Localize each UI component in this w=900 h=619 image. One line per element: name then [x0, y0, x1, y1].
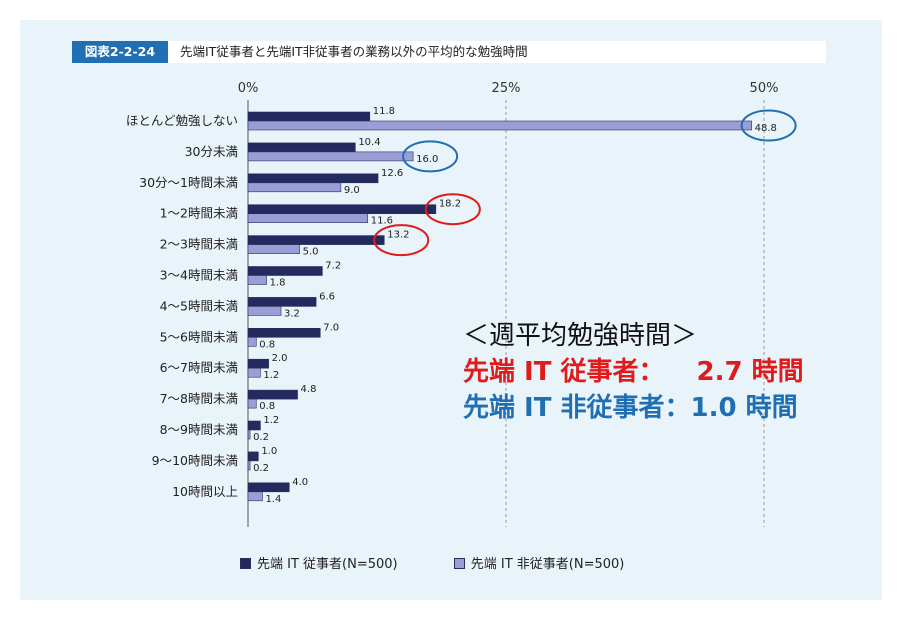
bar-non-it	[247, 429, 251, 440]
callout-nonit-value: 1.0 時間	[690, 393, 798, 423]
value-label-non-it: 1.4	[265, 494, 281, 505]
category-label: ほとんど勉強しない	[126, 113, 238, 128]
bar-non-it	[247, 213, 369, 223]
bar-non-it	[247, 182, 342, 193]
value-label-non-it: 0.2	[253, 463, 269, 474]
value-label-non-it: 0.8	[259, 401, 275, 412]
legend-item-non-it: 先端 IT 非従事者(N=500)	[453, 553, 625, 572]
category-label: 6～7時間未満	[160, 360, 238, 375]
category-label: 3～4時間未満	[160, 268, 238, 283]
bar-it	[247, 482, 290, 493]
category-label: 5～6時間未満	[160, 329, 238, 344]
value-label-it: 4.0	[292, 477, 308, 488]
category-label: 9～10時間未満	[152, 453, 238, 468]
bar-non-it	[247, 275, 267, 285]
callout-title: ＜週平均勉強時間＞	[463, 321, 698, 351]
highlight-circle-blue	[402, 140, 459, 173]
figure-panel	[20, 20, 882, 600]
figure-number: 図表2-2-24	[72, 41, 168, 63]
chart-legend: 先端 IT 従事者(N=500) 先端 IT 非従事者(N=500)	[240, 553, 676, 572]
bar-non-it	[247, 306, 282, 316]
value-label-it: 7.2	[325, 261, 341, 272]
callout-it-value: 2.7 時間	[696, 357, 804, 387]
value-label-non-it: 9.0	[344, 185, 360, 196]
value-label-it: 1.2	[263, 415, 279, 426]
x-tick-label-25: 25%	[492, 81, 521, 96]
highlight-circle-red	[424, 193, 481, 226]
figure-title-bar: 図表2-2-24 先端IT従事者と先端IT非従事者の業務以外の平均的な勉強時間	[72, 41, 826, 63]
bar-it	[247, 142, 356, 153]
category-label: 1～2時間未満	[160, 206, 238, 221]
value-label-non-it: 11.6	[371, 216, 393, 227]
value-label-non-it: 48.8	[755, 123, 777, 134]
value-label-it: 1.0	[261, 446, 277, 457]
value-label-it: 11.8	[373, 106, 395, 117]
callout-nonit-label: 先端 IT 非従事者：	[463, 393, 691, 423]
bar-non-it	[247, 244, 300, 254]
bar-non-it	[247, 460, 251, 471]
legend-label-it: 先端 IT 従事者(N=500)	[257, 557, 398, 572]
legend-item-it: 先端 IT 従事者(N=500)	[240, 553, 398, 572]
category-label: 10時間以上	[172, 484, 238, 499]
bar-non-it	[247, 336, 257, 347]
category-label: 2～3時間未満	[160, 237, 238, 252]
value-label-non-it: 3.2	[284, 308, 300, 319]
value-label-it: 10.4	[358, 137, 380, 148]
category-label: 30分～1時間未満	[139, 175, 238, 190]
bar-non-it	[247, 367, 261, 378]
value-label-it: 12.6	[381, 168, 403, 179]
value-label-it: 18.2	[439, 199, 461, 210]
category-label: 30分未満	[185, 144, 238, 159]
weekly-study-callout: ＜週平均勉強時間＞ 先端 IT 従事者： 2.7 時間 先端 IT 非従事者：1.…	[463, 318, 863, 426]
bar-it	[247, 173, 379, 184]
bar-it	[247, 235, 385, 245]
bar-non-it	[247, 120, 752, 131]
callout-it-label: 先端 IT 従事者：	[463, 357, 665, 387]
value-label-non-it: 1.2	[263, 370, 279, 381]
bar-it	[247, 389, 298, 400]
value-label-it: 6.6	[319, 291, 335, 302]
value-label-it: 13.2	[387, 230, 409, 241]
category-label: 4～5時間未満	[160, 298, 238, 313]
bar-it	[247, 451, 259, 462]
value-label-non-it: 5.0	[303, 247, 319, 258]
value-label-it: 2.0	[272, 353, 288, 364]
bar-non-it	[247, 151, 414, 162]
value-label-non-it: 1.8	[270, 278, 286, 289]
category-label: 7～8時間未満	[160, 391, 238, 406]
callout-it-line: 先端 IT 従事者： 2.7 時間	[463, 354, 863, 390]
bar-it	[247, 111, 371, 122]
x-tick-label-0: 0%	[238, 81, 259, 96]
value-label-non-it: 0.2	[253, 432, 269, 443]
x-tick-label-50: 50%	[750, 81, 779, 96]
bar-it	[247, 266, 323, 276]
value-label-it: 7.0	[323, 322, 339, 333]
bar-non-it	[247, 491, 263, 502]
highlight-circle-blue	[740, 109, 797, 142]
bar-it	[247, 204, 437, 214]
bar-it	[247, 327, 321, 338]
value-label-it: 4.8	[301, 384, 317, 395]
callout-nonit-line: 先端 IT 非従事者：1.0 時間	[463, 390, 863, 426]
bar-it	[247, 420, 261, 431]
value-label-non-it: 0.8	[259, 339, 275, 350]
bar-it	[247, 358, 269, 369]
bar-non-it	[247, 398, 257, 409]
legend-swatch-it	[240, 558, 251, 569]
highlight-circle-red	[373, 224, 430, 257]
bar-it	[247, 297, 317, 307]
figure-title: 先端IT従事者と先端IT非従事者の業務以外の平均的な勉強時間	[180, 44, 528, 59]
legend-swatch-non-it	[453, 558, 465, 569]
category-label: 8～9時間未満	[160, 422, 238, 437]
value-label-non-it: 16.0	[416, 154, 438, 165]
legend-label-non-it: 先端 IT 非従事者(N=500)	[470, 557, 625, 572]
